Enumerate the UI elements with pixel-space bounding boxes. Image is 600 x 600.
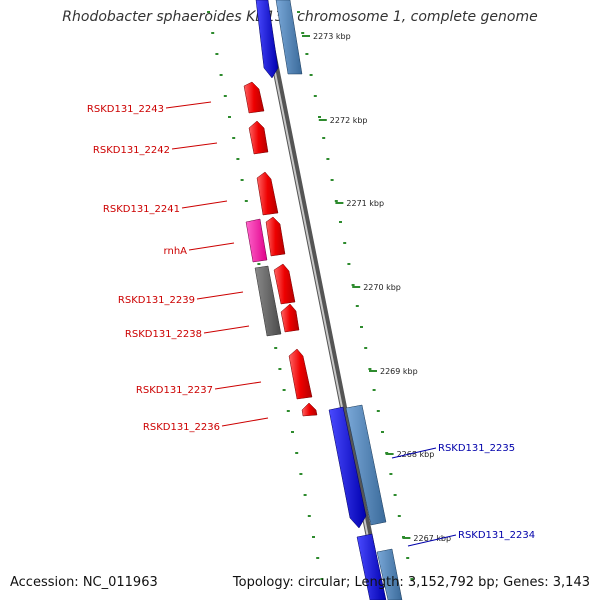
gene-rskd131-2236[interactable]	[301, 402, 318, 417]
map-title: Rhodobacter sphaeroides KD131 chromosome…	[62, 9, 538, 25]
gene-rskd131-2235-cds[interactable]	[345, 404, 387, 526]
kbp-tick-label: 2273 kbp	[313, 32, 351, 41]
gene-rskd131-2241[interactable]	[256, 171, 279, 216]
gene-rskd131-2239[interactable]	[273, 263, 296, 305]
genome-summary-label: Topology: circular; Length: 3,152,792 bp…	[232, 575, 590, 590]
label-rskd131-2234[interactable]: RSKD131_2234	[458, 530, 535, 541]
label-rskd131-2238[interactable]: RSKD131_2238	[125, 329, 202, 340]
label-leader-lines	[165, 101, 457, 547]
kbp-tick-label: 2268 kbp	[397, 450, 435, 459]
label-rskd131-2242[interactable]: RSKD131_2242	[93, 145, 170, 156]
gene-rskd131-2234[interactable]	[356, 533, 387, 600]
tick-marks	[207, 11, 414, 580]
kbp-tick-label: 2272 kbp	[330, 116, 368, 125]
kbp-tick-label: 2269 kbp	[380, 367, 418, 376]
gene-rskd131-2238[interactable]	[280, 303, 300, 333]
label-rskd131-2236[interactable]: RSKD131_2236	[143, 422, 220, 433]
gene-rskd131-2235-reverse[interactable]	[328, 406, 367, 529]
gene-rskd131-2242[interactable]	[248, 120, 269, 155]
gene-rskd131-2240[interactable]	[265, 216, 286, 257]
label-rskd131-2243[interactable]: RSKD131_2243	[87, 104, 164, 115]
gene-rnha	[245, 218, 268, 263]
kbp-tick-label: 2271 kbp	[346, 199, 384, 208]
tick-labels: 2273 kbp 2272 kbp 2271 kbp 2270 kbp 2269 kbp…	[313, 32, 451, 543]
gene-rskd131-2234-cds[interactable]	[376, 548, 403, 600]
gene-rskd131-2243[interactable]	[243, 81, 265, 114]
reverse-cds-top[interactable]	[275, 0, 303, 75]
gene-rskd131-2239-pseudo	[254, 265, 282, 337]
right-gene-labels: RSKD131_2235 RSKD131_2234	[438, 443, 535, 541]
label-rnha[interactable]: rnhA	[164, 246, 188, 257]
gene-features	[243, 0, 403, 600]
gene-rskd131-2237[interactable]	[288, 348, 313, 400]
kbp-tick-label: 2270 kbp	[363, 283, 401, 292]
left-gene-labels: RSKD131_2243 RSKD131_2242 RSKD131_2241 r…	[87, 104, 220, 433]
accession-label: Accession: NC_011963	[10, 575, 158, 590]
label-rskd131-2235[interactable]: RSKD131_2235	[438, 443, 515, 454]
label-rskd131-2239[interactable]: RSKD131_2239	[118, 295, 195, 306]
label-rskd131-2237[interactable]: RSKD131_2237	[136, 385, 213, 396]
kbp-tick-label: 2267 kbp	[413, 534, 451, 543]
reverse-gene-top[interactable]	[255, 0, 279, 79]
label-rskd131-2241[interactable]: RSKD131_2241	[103, 204, 180, 215]
